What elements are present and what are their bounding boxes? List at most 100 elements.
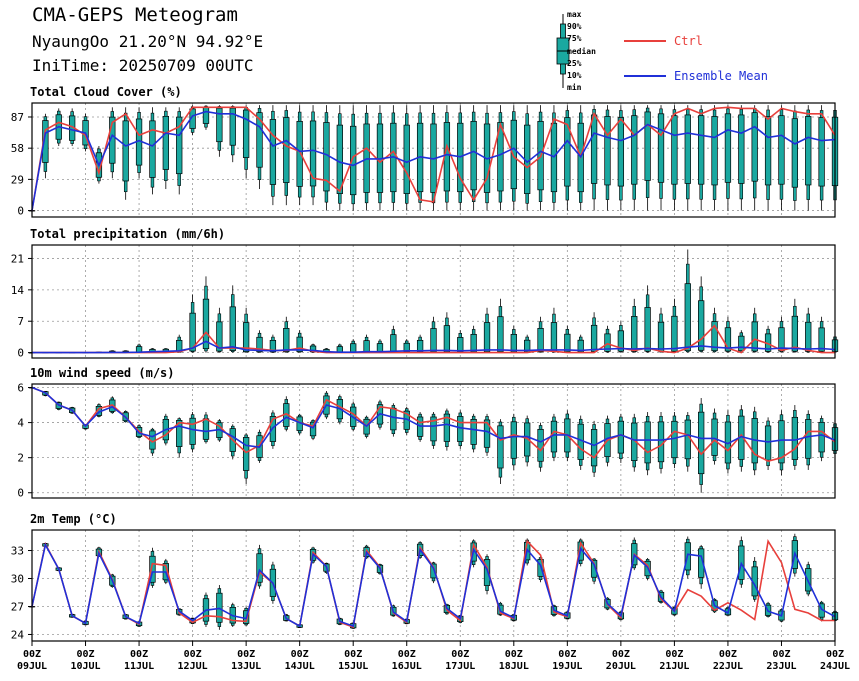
- box-inner: [778, 420, 785, 464]
- location-label: NyaungOo 21.20°N 94.92°E: [32, 32, 264, 51]
- x-hour-label: 00Z: [130, 649, 148, 660]
- x-hour-label: 00Z: [826, 649, 844, 660]
- box-inner: [336, 124, 343, 194]
- box-inner: [283, 117, 290, 183]
- box-inner: [698, 411, 705, 475]
- box-inner: [256, 336, 263, 353]
- box-inner: [657, 113, 665, 183]
- box-inner: [229, 107, 236, 146]
- panel-3: [28, 529, 839, 642]
- x-date-label: 21JUL: [659, 661, 689, 672]
- y-tick-label: 30: [11, 573, 24, 586]
- x-hour-label: 00Z: [77, 649, 95, 660]
- box-inner: [189, 417, 196, 445]
- box-inner: [590, 324, 598, 352]
- box-inner: [778, 115, 785, 185]
- x-hour-label: 00Z: [772, 649, 790, 660]
- y-tick-label: 24: [11, 628, 25, 641]
- legend-box-label: max: [567, 10, 582, 19]
- box-inner: [751, 321, 758, 352]
- y-tick-label: 0: [17, 205, 24, 218]
- box-inner: [537, 428, 544, 462]
- box-inner: [430, 328, 437, 353]
- x-date-label: 23JUL: [766, 661, 796, 672]
- box-inner: [202, 107, 210, 124]
- x-date-label: 24JUL: [820, 661, 850, 672]
- ensemble-mean-line: [31, 542, 836, 628]
- box-inner: [283, 328, 290, 353]
- box-inner: [604, 116, 611, 186]
- x-hour-label: 00Z: [665, 649, 683, 660]
- box-inner: [350, 343, 357, 353]
- box-inner: [791, 416, 798, 460]
- box-inner: [202, 298, 210, 350]
- box-inner: [818, 117, 825, 187]
- box-inner: [122, 120, 129, 182]
- panel-title: Total Cloud Cover (%): [30, 85, 182, 99]
- y-tick-label: 4: [17, 417, 24, 430]
- box-inner: [189, 312, 196, 352]
- init-time-label: IniTime: 20250709 00UTC: [32, 56, 254, 75]
- box-inner: [631, 316, 638, 352]
- panel-1: [28, 244, 839, 359]
- ctrl-line: [32, 324, 835, 354]
- box-inner: [149, 120, 156, 178]
- box-inner: [256, 553, 263, 583]
- panel-frame: [31, 102, 836, 218]
- panel-frame: [31, 529, 836, 642]
- y-tick-label: 2: [17, 452, 24, 465]
- box-inner: [309, 421, 317, 437]
- x-hour-label: 00Z: [291, 649, 309, 660]
- box-inner: [537, 328, 544, 353]
- x-date-label: 13JUL: [231, 661, 261, 672]
- box-inner: [644, 307, 651, 352]
- x-hour-label: 00Z: [505, 649, 523, 660]
- x-hour-label: 00Z: [184, 649, 202, 660]
- x-date-label: 12JUL: [178, 661, 208, 672]
- box-inner: [269, 339, 277, 353]
- box-inner: [564, 117, 571, 187]
- box-inner: [724, 327, 732, 352]
- box-inner: [363, 340, 370, 353]
- box-inner: [751, 112, 758, 182]
- box-inner: [564, 333, 571, 353]
- box-inner: [216, 107, 223, 143]
- box-inner: [805, 419, 812, 459]
- panel-0: [28, 102, 839, 218]
- box-inner: [604, 333, 611, 352]
- box-inner: [216, 321, 223, 352]
- box-inner: [590, 114, 598, 184]
- box-inner: [242, 322, 250, 353]
- x-date-label: 10JUL: [70, 661, 100, 672]
- x-hour-label: 00Z: [344, 649, 362, 660]
- box-inner: [296, 120, 303, 187]
- box-inner: [510, 421, 517, 459]
- box-inner: [550, 322, 558, 353]
- y-tick-label: 58: [11, 142, 24, 155]
- box-inner: [791, 315, 798, 352]
- box-inner: [684, 419, 691, 460]
- y-tick-label: 21: [11, 252, 24, 265]
- y-tick-label: 29: [11, 173, 24, 186]
- box-inner: [711, 321, 718, 352]
- box-inner: [577, 423, 584, 460]
- box-inner: [657, 421, 665, 463]
- ctrl-line: [31, 386, 836, 463]
- x-date-label: 15JUL: [338, 661, 368, 672]
- box-inner: [818, 327, 825, 352]
- box-inner: [805, 116, 812, 186]
- box-inner: [176, 420, 183, 447]
- box-inner: [818, 421, 825, 453]
- box-inner: [470, 418, 477, 445]
- panel-2: [28, 383, 839, 499]
- chart-title: CMA-GEPS Meteogram: [32, 4, 238, 26]
- y-tick-label: 27: [11, 600, 24, 613]
- box-inner: [242, 437, 250, 471]
- box-inner: [497, 425, 504, 469]
- box-inner: [684, 114, 691, 184]
- box-inner: [430, 416, 437, 442]
- legend-box-label: 10%: [567, 71, 582, 80]
- box-inner: [470, 120, 477, 191]
- x-hour-label: 00Z: [612, 649, 630, 660]
